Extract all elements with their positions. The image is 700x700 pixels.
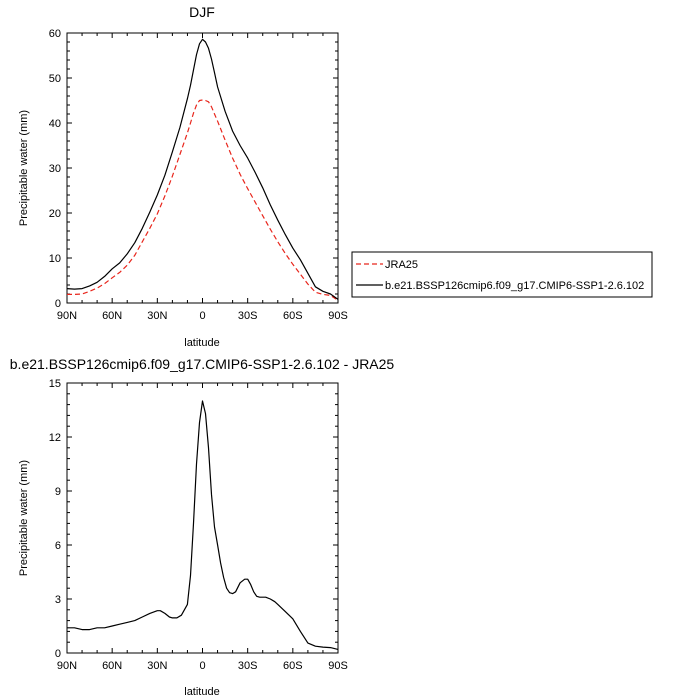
- top-series-line-0: [67, 99, 339, 301]
- chart-top-x-tick-labels: 90N 60N 30N 0 30S 60S 90S: [57, 310, 348, 322]
- top-y-tick-label: 50: [49, 73, 61, 85]
- top-y-tick-label: 20: [49, 208, 61, 220]
- top-x-tick-label: 30N: [147, 310, 167, 322]
- bot-x-tick-label: 30N: [147, 660, 167, 672]
- bot-series-line-0: [67, 400, 339, 650]
- top-x-tick-label: 60N: [102, 310, 122, 322]
- chart-bottom-title: b.e21.BSSP126cmip6.f09_g17.CMIP6-SSP1-2.…: [10, 356, 395, 372]
- top-y-tick-label: 0: [55, 298, 61, 310]
- bot-y-tick-label: 3: [55, 594, 61, 606]
- chart-bottom-x-axis-label: latitude: [184, 686, 219, 698]
- bot-y-tick-label: 6: [55, 540, 61, 552]
- top-x-tick-label: 30S: [238, 310, 258, 322]
- top-series-line-1: [66, 38, 339, 300]
- chart-top-frame: [66, 32, 339, 304]
- top-y-tick-label: 40: [49, 118, 61, 130]
- chart-top: DJF 90N 60N 30N 0 30S 60S 90S 0 10 20 30 40 50 60 la…: [18, 4, 348, 349]
- bot-y-tick-label: 15: [49, 378, 61, 390]
- chart-top-y-tick-labels: 0 10 20 30 40 50 60: [49, 28, 61, 310]
- chart-bottom-frame: [66, 382, 339, 654]
- bot-y-tick-label: 12: [49, 432, 61, 444]
- bot-x-tick-label: 90N: [57, 660, 77, 672]
- top-x-tick-label: 90S: [328, 310, 348, 322]
- chart-bottom-ticks: [66, 382, 339, 654]
- chart-top-ticks: [66, 32, 339, 304]
- bot-y-tick-label: 9: [55, 486, 61, 498]
- bot-x-tick-label: 0: [199, 660, 205, 672]
- legend-label-model: b.e21.BSSP126cmip6.f09_g17.CMIP6-SSP1-2.…: [385, 280, 644, 292]
- chart-bottom-y-tick-labels: 0 3 6 9 12 15: [49, 378, 61, 660]
- chart-top-series: [66, 38, 339, 301]
- bot-x-tick-label: 60N: [102, 660, 122, 672]
- top-x-tick-label: 90N: [57, 310, 77, 322]
- bot-x-tick-label: 30S: [238, 660, 258, 672]
- chart-bottom-x-tick-labels: 90N 60N 30N 0 30S 60S 90S: [57, 660, 348, 672]
- top-y-tick-label: 60: [49, 28, 61, 40]
- bot-x-tick-label: 60S: [283, 660, 303, 672]
- bot-y-tick-label: 0: [55, 648, 61, 660]
- chart-bottom-y-axis-label: Precipitable water (mm): [18, 460, 30, 576]
- chart-bottom-series: [67, 400, 339, 650]
- legend-label-jra25: JRA25: [385, 259, 418, 271]
- top-x-tick-label: 0: [199, 310, 205, 322]
- chart-top-y-axis-label: Precipitable water (mm): [18, 110, 30, 226]
- top-x-tick-label: 60S: [283, 310, 303, 322]
- top-y-tick-label: 10: [49, 253, 61, 265]
- top-y-tick-label: 30: [49, 163, 61, 175]
- chart-top-x-axis-label: latitude: [184, 337, 219, 349]
- legend-box: [351, 251, 653, 298]
- chart-top-title: DJF: [189, 4, 215, 20]
- legend: JRA25 b.e21.BSSP126cmip6.f09_g17.CMIP6-S…: [351, 251, 653, 298]
- chart-bottom: b.e21.BSSP126cmip6.f09_g17.CMIP6-SSP1-2.…: [10, 356, 395, 698]
- bot-x-tick-label: 90S: [328, 660, 348, 672]
